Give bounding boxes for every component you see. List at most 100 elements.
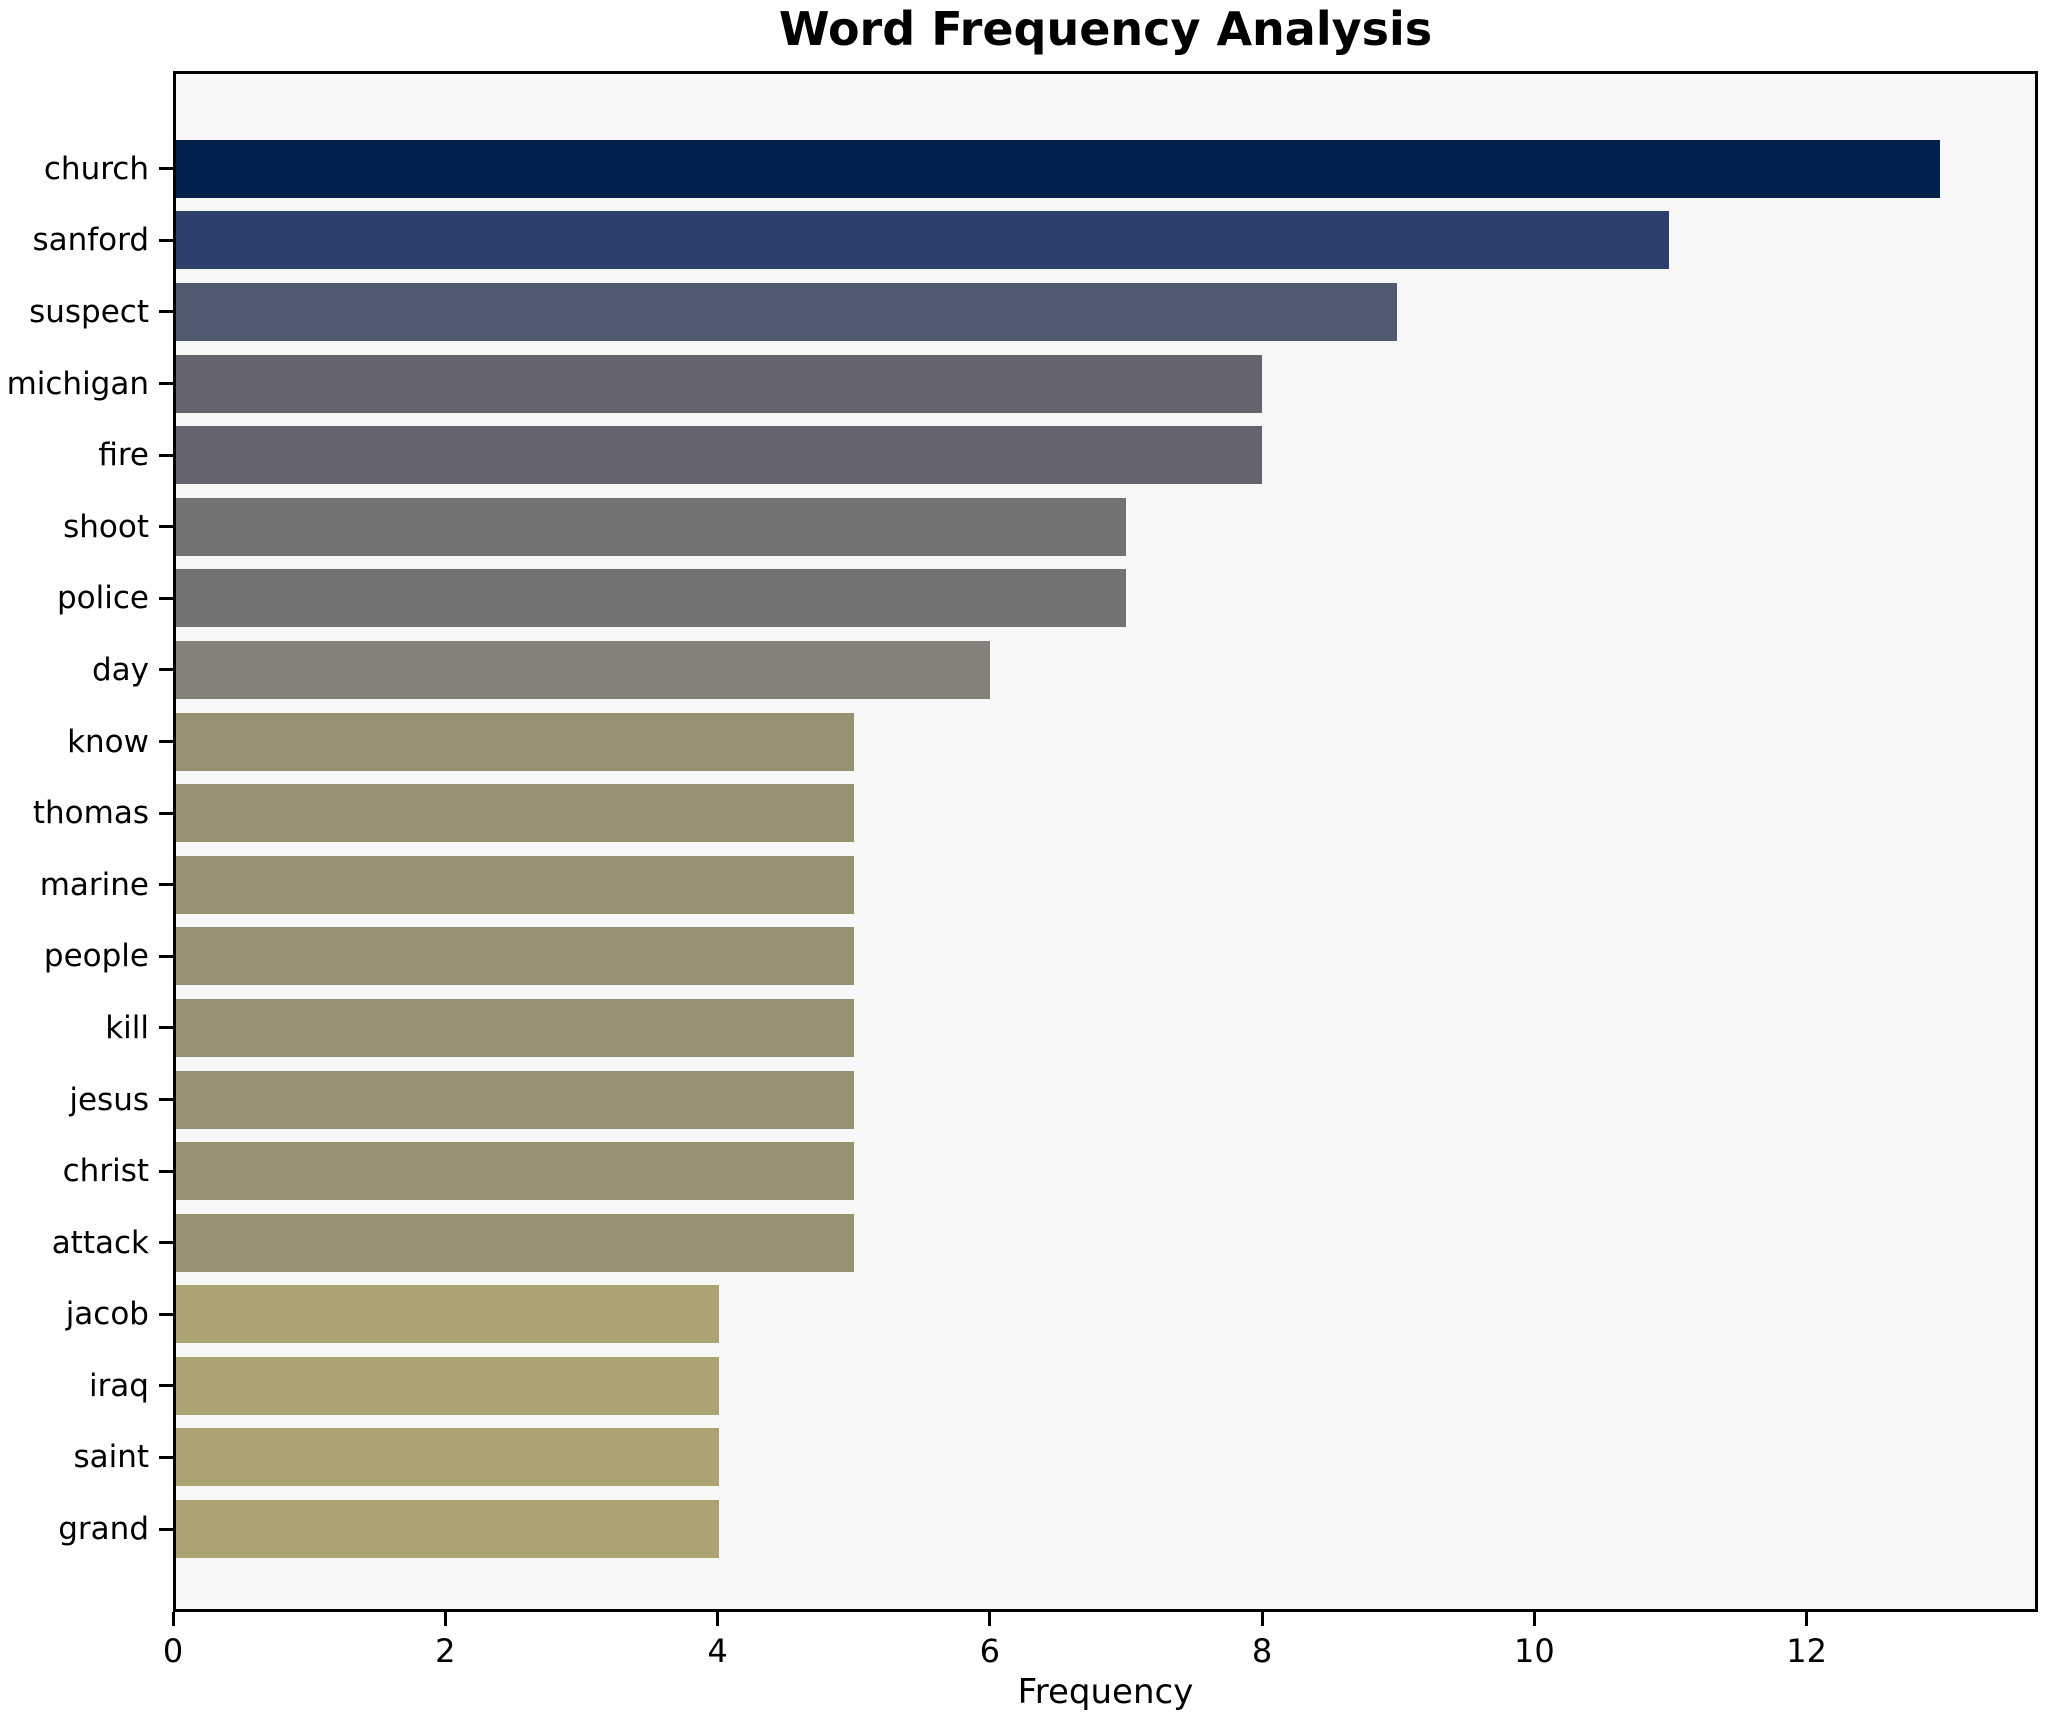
xtick-label-2: 2 (435, 1632, 456, 1670)
bars-container (176, 74, 2035, 1609)
bar-michigan (176, 354, 1262, 413)
bar-marine (176, 855, 855, 914)
plot-area (173, 71, 2038, 1612)
ytick-mark (159, 1312, 173, 1316)
xtick-label-6: 6 (979, 1632, 1000, 1670)
ytick-row: fire (0, 419, 173, 491)
ytick-mark (159, 668, 173, 672)
bar-sanford (176, 211, 1669, 270)
ytick-mark (159, 596, 173, 600)
ytick-row: day (0, 634, 173, 706)
ytick-label-fire: fire (98, 437, 149, 474)
ytick-row: jesus (0, 1064, 173, 1136)
ytick-mark (159, 954, 173, 958)
xtick-mark (171, 1612, 175, 1626)
bar-row (176, 563, 2035, 635)
bar-row (176, 348, 2035, 420)
ytick-row: suspect (0, 276, 173, 348)
x-axis: 0 2 4 6 8 10 12 (163, 1612, 2038, 1682)
bar-row (176, 419, 2035, 491)
ytick-mark (159, 1241, 173, 1245)
bar-row (176, 1493, 2035, 1565)
bar-row (176, 205, 2035, 277)
bar-row (176, 1279, 2035, 1351)
xtick-label-8: 8 (1251, 1632, 1273, 1670)
ytick-mark (159, 1455, 173, 1459)
ytick-mark (159, 740, 173, 744)
ytick-mark (159, 167, 173, 171)
xtick-mark (1260, 1612, 1264, 1626)
bar-row (176, 777, 2035, 849)
ytick-row: kill (0, 992, 173, 1064)
bar-row (176, 992, 2035, 1064)
ytick-mark (159, 811, 173, 815)
xtick-mark (443, 1612, 447, 1626)
bar-police (176, 569, 1126, 628)
ytick-mark (159, 382, 173, 386)
ytick-mark (159, 1098, 173, 1102)
xtick-mark (1805, 1612, 1809, 1626)
ytick-row: iraq (0, 1350, 173, 1422)
ytick-label-day: day (91, 651, 149, 688)
bar-row (176, 1064, 2035, 1136)
ytick-label-suspect: suspect (29, 293, 149, 330)
xtick-label-10: 10 (1513, 1632, 1555, 1670)
ytick-row: marine (0, 849, 173, 921)
bar-shoot (176, 497, 1126, 556)
ytick-mark (159, 238, 173, 242)
ytick-label-christ: christ (62, 1153, 149, 1190)
ytick-mark (159, 525, 173, 529)
ytick-label-grand: grand (58, 1511, 149, 1548)
ytick-mark (159, 1026, 173, 1030)
bar-row (176, 634, 2035, 706)
y-axis: church sanford suspect michigan fire shoot pol… (0, 133, 173, 1565)
bar-grand (176, 1500, 719, 1559)
ytick-row: know (0, 706, 173, 778)
ytick-row: police (0, 563, 173, 635)
ytick-row: christ (0, 1135, 173, 1207)
ytick-row: attack (0, 1207, 173, 1279)
ytick-row: people (0, 921, 173, 993)
bar-suspect (176, 282, 1398, 341)
x-axis-title: Frequency (1017, 1672, 1194, 1712)
bar-know (176, 712, 855, 771)
xtick-mark (988, 1612, 992, 1626)
xtick-label-12: 12 (1786, 1632, 1827, 1670)
ytick-label-thomas: thomas (32, 795, 149, 832)
ytick-row: shoot (0, 491, 173, 563)
ytick-label-people: people (43, 938, 149, 975)
bar-row (176, 491, 2035, 563)
xtick-mark (1532, 1612, 1536, 1626)
bar-kill (176, 998, 855, 1057)
bar-row (176, 1350, 2035, 1422)
xtick-label-4: 4 (707, 1632, 728, 1670)
bar-jacob (176, 1285, 719, 1344)
ytick-label-shoot: shoot (63, 508, 149, 545)
bar-row (176, 1135, 2035, 1207)
ytick-mark (159, 1527, 173, 1531)
ytick-label-attack: attack (51, 1224, 149, 1261)
bar-row (176, 133, 2035, 205)
bar-saint (176, 1428, 719, 1487)
ytick-row: church (0, 133, 173, 205)
ytick-label-police: police (57, 580, 149, 617)
ytick-row: saint (0, 1422, 173, 1494)
ytick-mark (159, 1384, 173, 1388)
ytick-mark (159, 453, 173, 457)
ytick-mark (159, 883, 173, 887)
ytick-mark (159, 1169, 173, 1173)
bar-row (176, 1422, 2035, 1494)
ytick-label-jacob: jacob (65, 1296, 149, 1333)
ytick-label-saint: saint (73, 1439, 149, 1476)
ytick-row: michigan (0, 348, 173, 420)
ytick-label-church: church (43, 150, 149, 187)
ytick-label-michigan: michigan (6, 365, 149, 402)
bar-thomas (176, 784, 855, 843)
bar-people (176, 927, 855, 986)
bar-iraq (176, 1356, 719, 1415)
bar-row (176, 849, 2035, 921)
bar-row (176, 276, 2035, 348)
ytick-label-jesus: jesus (69, 1081, 149, 1118)
bar-day (176, 640, 991, 699)
